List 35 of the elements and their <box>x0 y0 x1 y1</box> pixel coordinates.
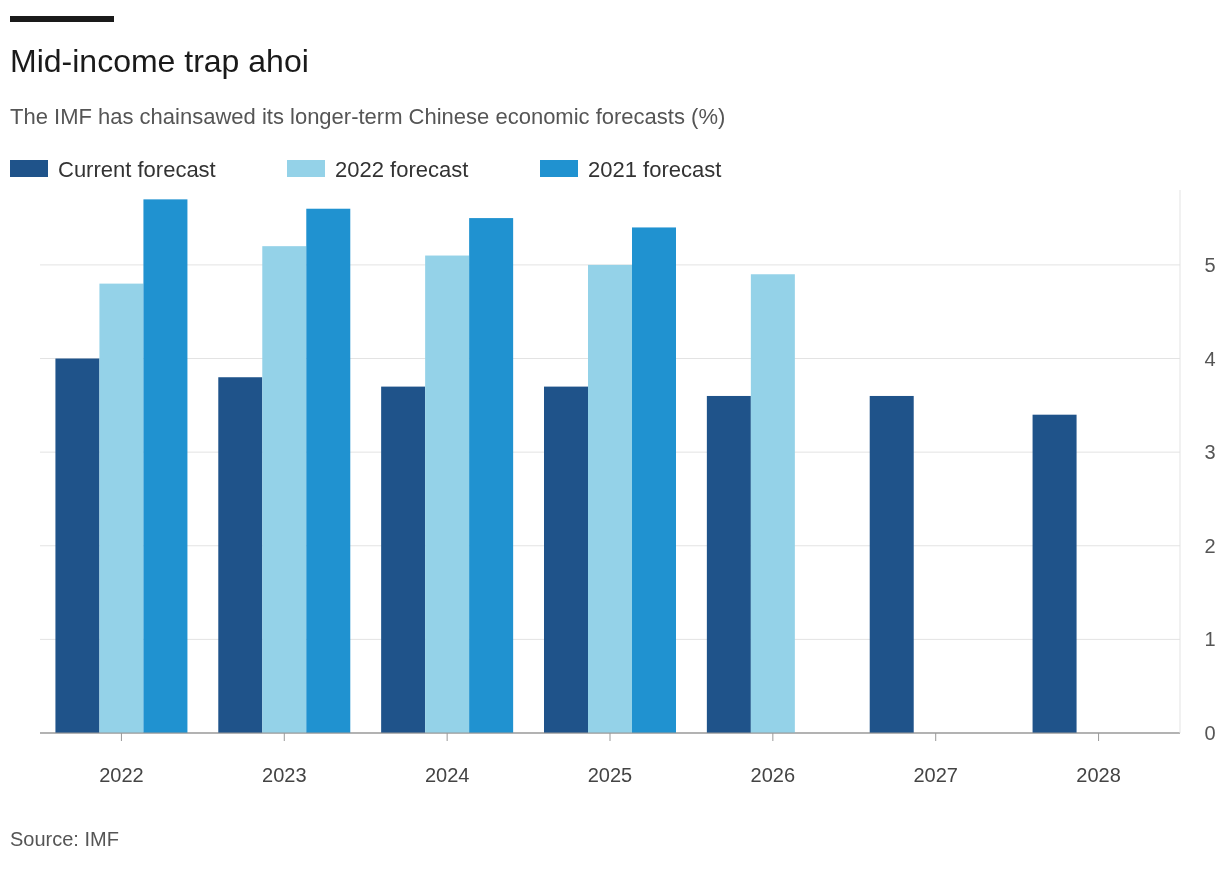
bar <box>706 395 751 733</box>
bar <box>588 264 632 733</box>
bar <box>55 358 100 733</box>
bar <box>469 218 514 733</box>
bar <box>381 386 426 733</box>
bar <box>306 208 351 733</box>
x-tick-label: 2022 <box>99 764 144 786</box>
x-tick-label: 2027 <box>913 764 958 786</box>
x-tick-label: 2024 <box>424 764 470 786</box>
bar <box>1032 414 1077 733</box>
legend-label: 2021 forecast <box>588 157 722 182</box>
source-note: Source: IMF <box>10 828 119 850</box>
y-tick-label: 1 <box>1204 628 1216 651</box>
legend-label: Current forecast <box>58 157 216 182</box>
x-tick-label: 2028 <box>1076 764 1121 786</box>
legend-label: 2022 forecast <box>335 157 469 182</box>
bar <box>869 395 914 733</box>
y-tick-label: 5 <box>1204 253 1216 276</box>
bar <box>262 246 307 733</box>
bar <box>544 386 588 733</box>
y-tick-label: 4 <box>1204 347 1216 370</box>
bar <box>218 377 263 733</box>
x-tick-label: 2023 <box>262 764 307 786</box>
chart-subtitle: The IMF has chainsawed its longer-term Chinese economic forecasts (%) <box>10 104 726 129</box>
bar <box>632 227 676 733</box>
chart-title: Mid-income trap ahoi <box>10 43 309 79</box>
bar <box>425 255 470 733</box>
x-tick-label: 2025 <box>587 764 633 786</box>
y-tick-label: 3 <box>1204 441 1216 464</box>
bar <box>750 274 795 733</box>
bar <box>143 199 188 733</box>
x-tick-label: 2026 <box>750 764 796 786</box>
bar <box>99 283 144 733</box>
y-tick-label: 0 <box>1204 722 1216 744</box>
y-tick-label: 2 <box>1204 534 1216 557</box>
